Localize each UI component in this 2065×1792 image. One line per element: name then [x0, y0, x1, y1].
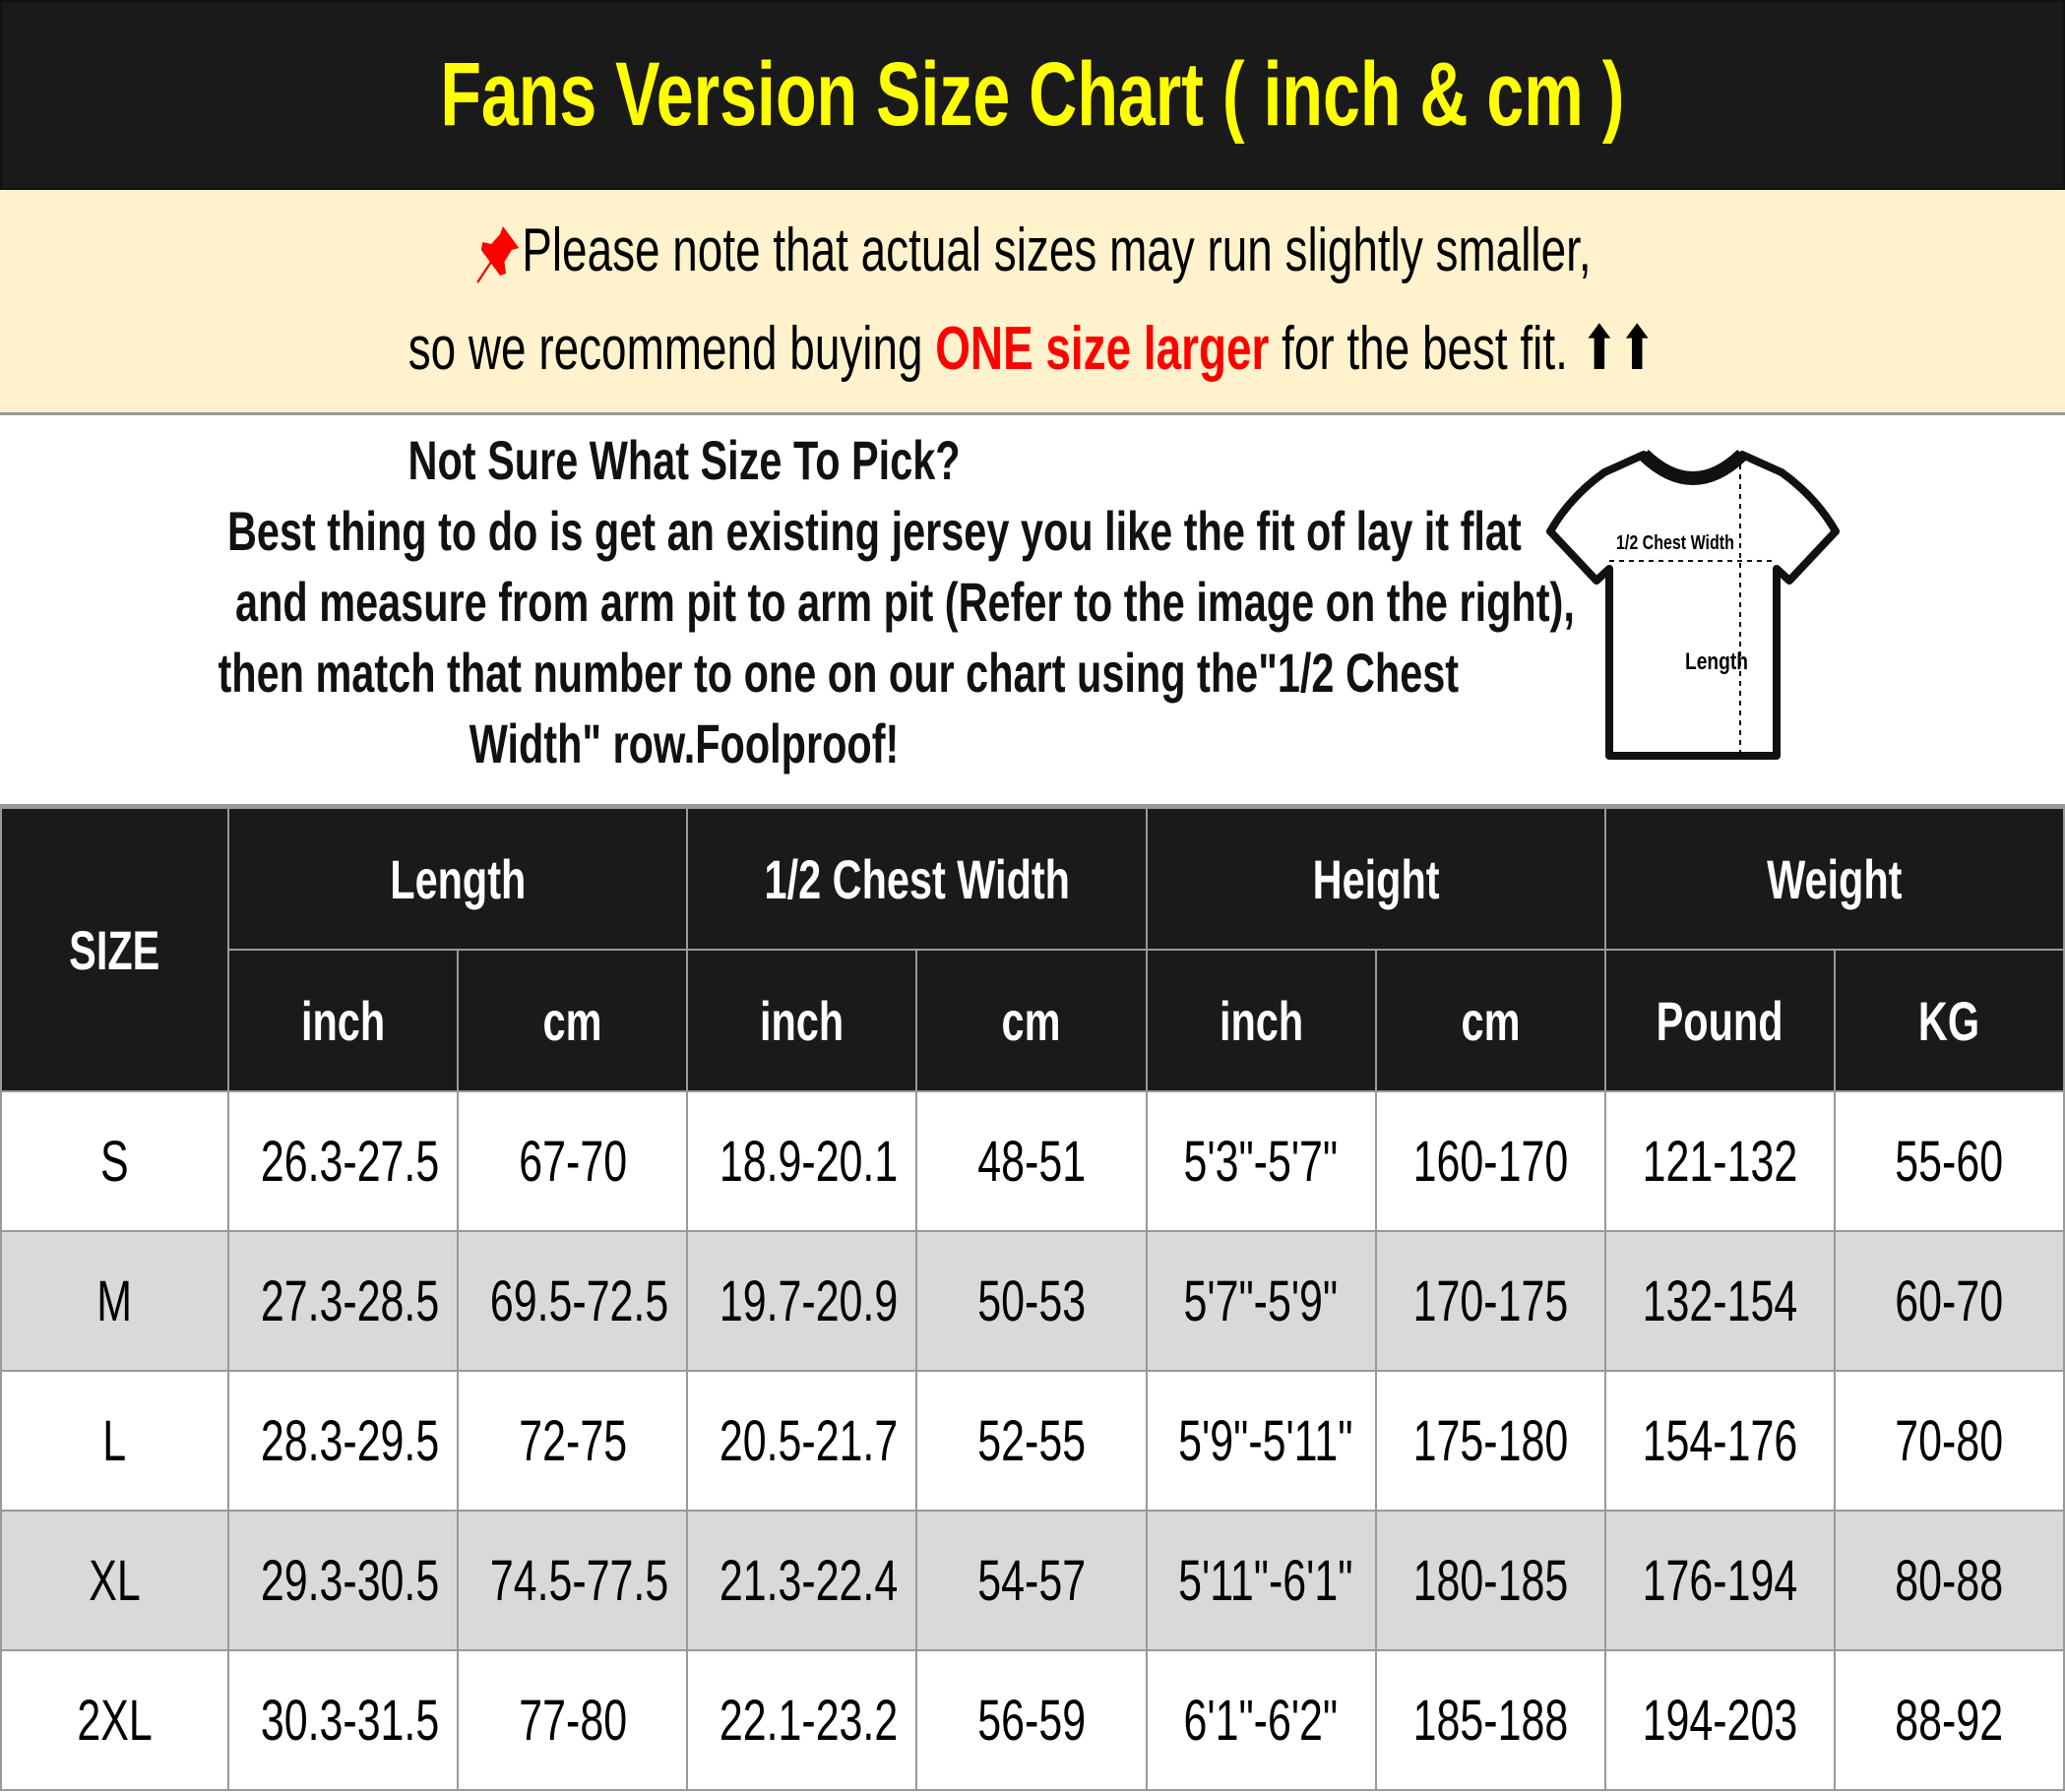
value-cell: 88-92	[1833, 1649, 2065, 1791]
value-cell: 121-132	[1603, 1090, 1836, 1232]
group-header-length: Length	[226, 807, 689, 951]
table-row: 2XL 30.3-31.5 77-80 22.1-23.2 56-59 6'1"-6'2"…	[0, 1649, 2065, 1791]
size-table: SIZE Length 1/2 Chest Width Height Weigh…	[0, 807, 2065, 1791]
info-line: Width" row.Foolproof!	[469, 712, 900, 774]
info-line: Best thing to do is get an existing jers…	[226, 500, 1522, 562]
unit-header: KG	[1833, 949, 2065, 1092]
size-cell: S	[0, 1090, 229, 1232]
value-cell: 176-194	[1603, 1510, 1836, 1651]
value-cell: 56-59	[915, 1649, 1148, 1791]
value-cell: 18.9-20.1	[686, 1090, 918, 1232]
value-cell: 180-185	[1374, 1510, 1606, 1651]
value-cell: 185-188	[1374, 1649, 1606, 1791]
unit-header: Pound	[1603, 949, 1836, 1092]
size-cell: M	[0, 1230, 229, 1372]
value-cell: 20.5-21.7	[686, 1370, 918, 1512]
tshirt-outline	[1546, 451, 1840, 760]
table-row: XL 29.3-30.5 74.5-77.5 21.3-22.4 54-57 5'11"-…	[0, 1510, 2065, 1651]
size-cell: XL	[0, 1510, 229, 1651]
note-line-2-suffix: for the best fit.	[1269, 315, 1582, 383]
value-cell: 175-180	[1374, 1370, 1606, 1512]
unit-header: inch	[1145, 949, 1377, 1092]
value-cell: 52-55	[915, 1370, 1148, 1512]
size-header: SIZE	[0, 807, 229, 1092]
size-cell: 2XL	[0, 1649, 229, 1791]
group-header-weight: Weight	[1603, 807, 2065, 951]
value-cell: 54-57	[915, 1510, 1148, 1651]
title-banner: Fans Version Size Chart ( inch & cm )	[0, 0, 2065, 190]
unit-header: cm	[915, 949, 1148, 1092]
value-cell: 72-75	[457, 1370, 689, 1512]
note-highlight: ONE size larger	[935, 315, 1270, 383]
value-cell: 60-70	[1833, 1230, 2065, 1372]
info-text: Not Sure What Size To Pick? Best thing t…	[0, 425, 1574, 779]
info-heading: Not Sure What Size To Pick?	[407, 429, 961, 491]
value-cell: 28.3-29.5	[226, 1370, 460, 1512]
value-cell: 26.3-27.5	[226, 1090, 460, 1232]
note-line-2-prefix: so we recommend buying	[408, 315, 936, 383]
info-line: and measure from arm pit to arm pit (Ref…	[235, 571, 1575, 633]
value-cell: 29.3-30.5	[226, 1510, 460, 1651]
value-cell: 6'1"-6'2"	[1145, 1649, 1377, 1791]
value-cell: 5'7"-5'9"	[1145, 1230, 1377, 1372]
tshirt-diagram: 1/2 Chest Width Length	[1546, 449, 1840, 760]
table-row: L 28.3-29.5 72-75 20.5-21.7 52-55 5'9"-5'11" 1…	[0, 1370, 2065, 1512]
pushpin-icon	[476, 225, 520, 283]
group-header-height: Height	[1145, 807, 1606, 951]
value-cell: 74.5-77.5	[457, 1510, 689, 1651]
value-cell: 154-176	[1603, 1370, 1836, 1512]
value-cell: 67-70	[457, 1090, 689, 1232]
unit-header: cm	[457, 949, 689, 1092]
up-arrows-icon: ⬆⬆	[1581, 315, 1657, 383]
value-cell: 5'11"-6'1"	[1145, 1510, 1377, 1651]
info-section: Not Sure What Size To Pick? Best thing t…	[0, 415, 2065, 807]
value-cell: 50-53	[915, 1230, 1148, 1372]
unit-header: cm	[1374, 949, 1606, 1092]
value-cell: 77-80	[457, 1649, 689, 1791]
value-cell: 80-88	[1833, 1510, 2065, 1651]
value-cell: 48-51	[915, 1090, 1148, 1232]
value-cell: 194-203	[1603, 1649, 1836, 1791]
chest-width-label: 1/2 Chest Width	[1616, 531, 1734, 553]
unit-header: inch	[686, 949, 918, 1092]
value-cell: 70-80	[1833, 1370, 2065, 1512]
page-title: Fans Version Size Chart ( inch & cm )	[440, 44, 1625, 145]
value-cell: 22.1-23.2	[686, 1649, 918, 1791]
value-cell: 170-175	[1374, 1230, 1606, 1372]
note-line-1: Please note that actual sizes may run sl…	[522, 216, 1592, 284]
value-cell: 69.5-72.5	[457, 1230, 689, 1372]
group-header-chest: 1/2 Chest Width	[686, 807, 1148, 951]
table-row: M 27.3-28.5 69.5-72.5 19.7-20.9 50-53 5'7"-5'…	[0, 1230, 2065, 1372]
table-row: S 26.3-27.5 67-70 18.9-20.1 48-51 5'3"-5'7" 16…	[0, 1090, 2065, 1232]
info-line: then match that number to one on our cha…	[218, 642, 1460, 704]
size-cell: L	[0, 1370, 229, 1512]
value-cell: 27.3-28.5	[226, 1230, 460, 1372]
value-cell: 21.3-22.4	[686, 1510, 918, 1651]
value-cell: 55-60	[1833, 1090, 2065, 1232]
value-cell: 5'3"-5'7"	[1145, 1090, 1377, 1232]
value-cell: 132-154	[1603, 1230, 1836, 1372]
size-note: Please note that actual sizes may run sl…	[0, 190, 2065, 415]
value-cell: 30.3-31.5	[226, 1649, 460, 1791]
value-cell: 5'9"-5'11"	[1145, 1370, 1377, 1512]
value-cell: 160-170	[1374, 1090, 1606, 1232]
length-label: Length	[1685, 648, 1748, 675]
unit-header: inch	[226, 949, 460, 1092]
value-cell: 19.7-20.9	[686, 1230, 918, 1372]
